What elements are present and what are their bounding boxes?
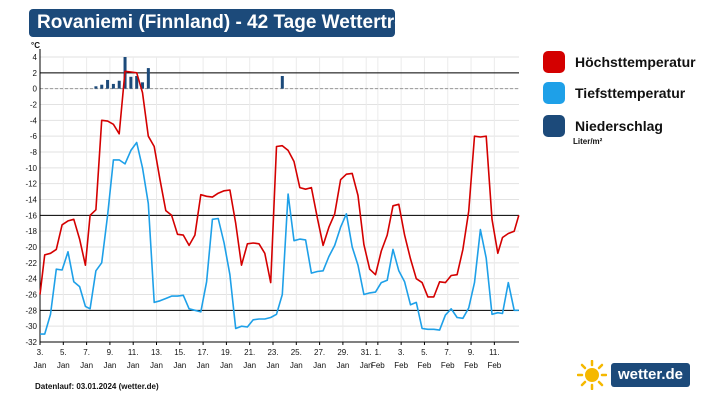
sun-icon — [576, 359, 608, 391]
precip-bar — [146, 68, 150, 89]
data-run-footer: Datenlauf: 03.01.2024 (wetter.de) — [35, 382, 159, 391]
x-tick-month: Jan — [360, 361, 373, 370]
x-tick-label: 1. — [375, 348, 382, 357]
y-tick-label: -24 — [25, 275, 37, 284]
x-tick-label: 15. — [174, 348, 185, 357]
x-tick-month: Jan — [220, 361, 233, 370]
legend-item-min: Tiefsttemperatur — [543, 82, 685, 104]
precip-bar — [141, 82, 145, 89]
x-tick-month: Jan — [57, 361, 70, 370]
precip-bar — [135, 76, 139, 89]
x-tick-label: 25. — [291, 348, 302, 357]
precip-bar — [117, 80, 121, 89]
x-tick-label: 27. — [314, 348, 325, 357]
x-tick-month: Feb — [441, 361, 455, 370]
x-tick-month: Jan — [290, 361, 303, 370]
wetter-logo[interactable]: wetter.de — [576, 359, 691, 391]
x-tick-month: Feb — [371, 361, 385, 370]
x-tick-month: Jan — [34, 361, 47, 370]
y-tick-label: -32 — [25, 338, 37, 347]
y-tick-label: -6 — [30, 132, 38, 141]
legend-label-max: Höchsttemperatur — [575, 54, 696, 70]
x-tick-label: 5. — [421, 348, 428, 357]
axes: °C 4 2 0 -2 -4 -6 -8 -10 -12 -14 -16 -18 -20 -22 -24 -26… — [25, 41, 519, 370]
legend-label-min: Tiefsttemperatur — [575, 85, 686, 101]
legend-swatch-max — [543, 51, 565, 73]
x-tick-month: Jan — [313, 361, 326, 370]
y-tick-label: 4 — [33, 53, 38, 62]
precip-bar — [106, 79, 110, 89]
x-tick-label: 13. — [151, 348, 162, 357]
x-tick-label: 7. — [444, 348, 451, 357]
max-temp-line — [39, 70, 520, 298]
x-tick-label: 7. — [83, 348, 90, 357]
x-tick-label: 3. — [398, 348, 405, 357]
precip-bar — [129, 76, 133, 89]
y-tick-label: -8 — [30, 148, 38, 157]
x-tick-label: 29. — [337, 348, 348, 357]
y-tick-label: 2 — [33, 69, 38, 78]
x-tick-month: Feb — [487, 361, 501, 370]
brand-label: wetter.de — [611, 363, 691, 387]
x-tick-month: Jan — [243, 361, 256, 370]
y-tick-label: -10 — [25, 164, 37, 173]
legend-swatch-min — [543, 82, 565, 104]
y-tick-label: -28 — [25, 306, 37, 315]
legend-item-max: Höchsttemperatur — [543, 51, 696, 73]
legend-label-precip: Niederschlag — [575, 118, 663, 134]
x-tick-month: Jan — [103, 361, 116, 370]
y-tick-label: -26 — [25, 291, 37, 300]
y-tick-label: -16 — [25, 211, 37, 220]
legend-item-precip: Niederschlag — [543, 115, 663, 137]
x-tick-label: 9. — [107, 348, 114, 357]
x-tick-month: Jan — [80, 361, 93, 370]
x-tick-label: 11. — [128, 348, 139, 357]
y-tick-label: -20 — [25, 243, 37, 252]
x-tick-month: Jan — [173, 361, 186, 370]
precip-bar — [280, 76, 284, 89]
y-axis-unit: °C — [31, 41, 40, 50]
x-tick-month: Jan — [267, 361, 280, 370]
y-tick-label: 0 — [33, 85, 38, 94]
x-tick-month: Feb — [464, 361, 478, 370]
precip-bar — [111, 83, 115, 89]
y-tick-label: -4 — [30, 116, 38, 125]
y-tick-label: -2 — [30, 101, 38, 110]
x-tick-label: 17. — [198, 348, 209, 357]
x-tick-label: 31. — [361, 348, 372, 357]
x-tick-label: 9. — [468, 348, 475, 357]
x-tick-label: 21. — [244, 348, 255, 357]
x-tick-month: Jan — [127, 361, 140, 370]
x-tick-label: 23. — [267, 348, 278, 357]
x-tick-month: Feb — [418, 361, 432, 370]
x-tick-label: 19. — [221, 348, 232, 357]
y-tick-label: -18 — [25, 227, 37, 236]
y-tick-label: -22 — [25, 259, 37, 268]
x-tick-label: 11. — [489, 348, 500, 357]
x-tick-label: 5. — [60, 348, 67, 357]
x-tick-month: Jan — [336, 361, 349, 370]
y-tick-label: -12 — [25, 180, 37, 189]
min-temp-line — [40, 141, 519, 335]
legend-swatch-precip — [543, 115, 565, 137]
x-tick-month: Jan — [197, 361, 210, 370]
y-tick-label: -14 — [25, 196, 37, 205]
y-tick-label: -30 — [25, 322, 37, 331]
precip-unit-note: Liter/m² — [573, 137, 603, 146]
precip-bar — [100, 84, 104, 89]
chart-title: Rovaniemi (Finnland) - 42 Tage Wettertre… — [29, 9, 428, 37]
grid-lines — [39, 56, 519, 343]
x-tick-label: 3. — [37, 348, 44, 357]
x-tick-month: Feb — [394, 361, 408, 370]
x-tick-month: Jan — [150, 361, 163, 370]
temperature-lines — [39, 70, 520, 335]
precip-bar — [94, 86, 98, 89]
